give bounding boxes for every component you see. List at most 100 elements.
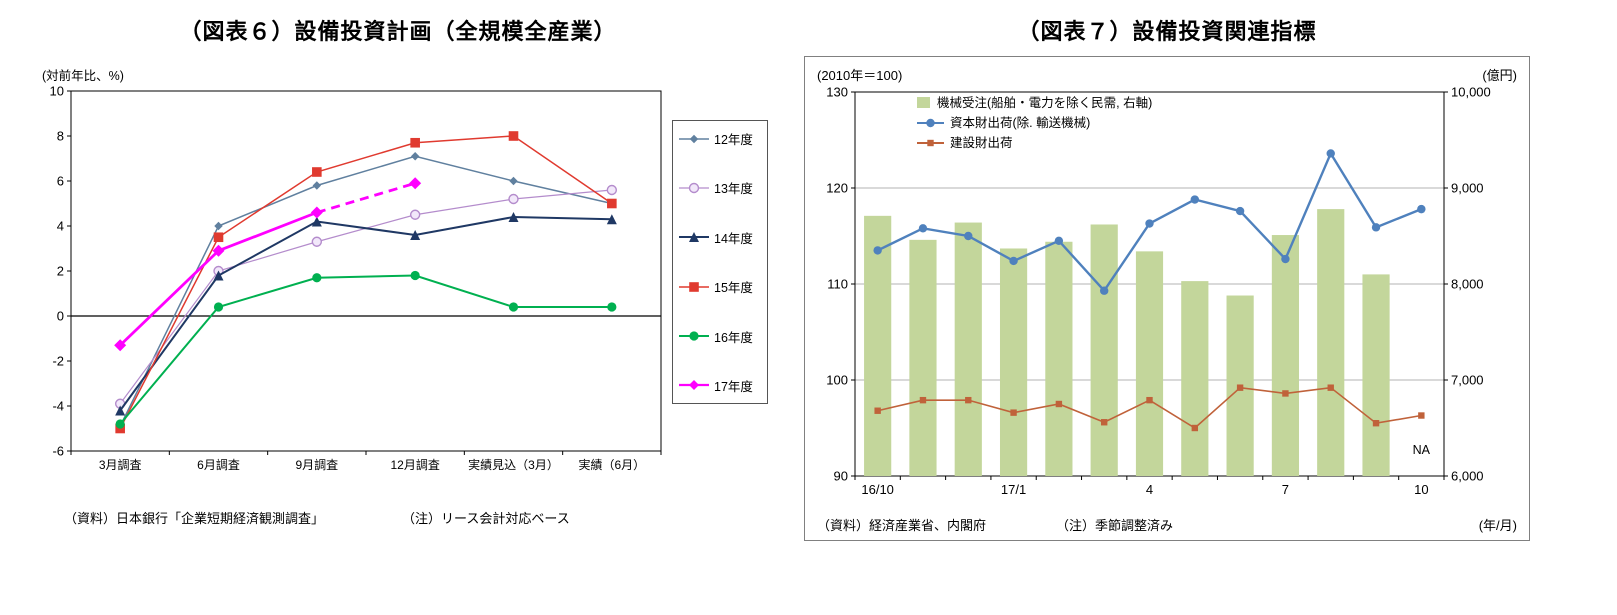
fig7-legend-marker-sample	[927, 139, 934, 147]
fig7-marker	[873, 246, 882, 255]
figure-7-right-axis-caption: (億円)	[1482, 68, 1517, 83]
fig6-y-tick-label: -2	[52, 354, 64, 369]
figure-6-title: （図表６）設備投資計画（全規模全産業）	[179, 19, 617, 44]
fig6-marker	[311, 236, 323, 247]
fig6-marker	[312, 273, 322, 283]
fig6-legend-item: 17年度	[679, 376, 761, 395]
fig7-left-tick-label: 90	[834, 469, 848, 484]
fig6-x-tick-label: 実績見込（3月）	[468, 457, 559, 472]
figure-7-axis-captions: (2010年＝100) (億円)	[815, 65, 1519, 84]
figure-7: （図表７）設備投資関連指標 (2010年＝100) (億円) 90 100 110 1…	[804, 0, 1584, 615]
fig6-marker	[606, 214, 617, 225]
fig7-legend-marker-sample	[926, 118, 935, 128]
fig6-legend-item: 16年度	[679, 327, 761, 346]
fig7-marker	[1010, 409, 1017, 416]
fig6-x-tick-label: 実績（6月）	[578, 457, 645, 472]
fig6-marker	[606, 184, 618, 196]
fig6-legend-label: 15年度	[714, 281, 753, 296]
fig6-marker	[214, 221, 223, 231]
fig7-marker	[1055, 400, 1063, 408]
figure-7-footnote: （資料）経済産業省、内閣府 （注）季節調整済み (年/月)	[815, 515, 1519, 534]
fig6-y-tick-label: 10	[50, 84, 64, 99]
fig7-marker	[1417, 204, 1426, 214]
fig7-marker	[1326, 149, 1335, 158]
fig7-x-tick-label: 10	[1414, 482, 1428, 497]
fig7-bar	[1045, 241, 1073, 476]
fig6-x-tick-label: 9月調査	[295, 458, 338, 472]
fig7-bar	[1317, 209, 1345, 476]
fig6-legend-marker-icon	[679, 182, 709, 194]
fig7-x-tick-label: 17/1	[1001, 482, 1026, 497]
fig6-marker	[115, 419, 125, 429]
fig7-left-tick-label: 120	[826, 181, 848, 196]
fig7-left-tick-label: 100	[826, 373, 848, 388]
fig6-legend-label: 13年度	[714, 182, 753, 197]
fig6-y-tick-label: 2	[57, 264, 64, 279]
fig6-marker	[213, 232, 224, 243]
fig7-right-tick-label: 8,000	[1451, 277, 1484, 292]
fig6-line-dashed	[316, 181, 416, 214]
fig7-marker	[919, 396, 927, 404]
fig6-legend-marker-sample	[689, 331, 699, 341]
fig6-marker	[410, 152, 420, 161]
fig6-legend-label: 17年度	[714, 379, 753, 394]
fig7-right-tick-label: 6,000	[1451, 469, 1484, 484]
fig6-y-tick-label: 6	[57, 174, 64, 189]
fig7-marker	[1372, 420, 1380, 427]
fig7-bar	[1181, 281, 1209, 476]
fig6-marker	[508, 193, 519, 205]
fig7-x-tick-label: 7	[1282, 482, 1289, 497]
figure-7-title: （図表７）設備投資関連指標	[1017, 19, 1317, 44]
fig7-marker	[1190, 195, 1200, 204]
fig6-marker	[607, 302, 617, 312]
fig6-marker	[312, 181, 322, 190]
fig7-marker	[1146, 396, 1153, 404]
fig7-marker	[1418, 412, 1425, 419]
fig6-marker	[508, 302, 519, 312]
fig6-legend-label: 12年度	[714, 133, 753, 147]
fig7-bar	[1135, 251, 1164, 476]
fig7-marker	[1009, 256, 1018, 266]
fig7-marker	[1191, 424, 1199, 432]
fig7-marker	[965, 396, 972, 404]
fig6-marker	[213, 270, 224, 281]
fig6-y-tick-label: -4	[52, 399, 64, 414]
fig6-marker	[508, 212, 519, 222]
fig7-left-tick-label: 110	[827, 277, 848, 292]
figure-7-left-axis-caption: (2010年＝100)	[817, 68, 903, 83]
fig6-y-tick-label: 8	[57, 129, 64, 144]
fig6-legend-label: 16年度	[714, 330, 753, 345]
fig6-y-tick-label: 4	[57, 219, 64, 234]
fig6-series-13年度	[114, 184, 618, 409]
fig7-legend-label: 資本財出荷(除. 輸送機械)	[950, 115, 1090, 130]
figure-6-note: （注）リース会計対応ベース	[402, 511, 570, 526]
fig6-marker	[212, 244, 225, 257]
fig7-marker	[1327, 384, 1334, 391]
fig6-series-17年度	[114, 177, 422, 352]
fig7-bar	[1090, 224, 1118, 476]
fig6-marker	[312, 167, 322, 177]
figure-6-line-chart: (対前年比、%) -6 -4 -2 0 2 4 6 8 10 3月調査 6月調査 9月調査 12月調査 実績…	[42, 68, 662, 472]
figure-7-combo-chart: 90 100 110 120 130 6,000 7,000 8,000 9,000 10,000…	[826, 85, 1490, 498]
fig6-marker	[509, 176, 518, 186]
fig6-legend-marker-icon	[679, 281, 709, 292]
fig6-marker	[410, 270, 420, 281]
fig6-y-tick-label: -6	[52, 444, 64, 459]
fig7-marker	[874, 407, 881, 414]
fig7-na-label: NA	[1413, 443, 1431, 457]
fig6-line	[119, 215, 612, 412]
fig6-x-tick-label: 12月調査	[390, 458, 439, 472]
fig6-legend-marker-sample	[689, 380, 699, 391]
fig6-marker	[311, 216, 322, 227]
fig6-marker	[115, 405, 126, 416]
fig7-marker	[1235, 206, 1245, 216]
fig7-line-series-1	[874, 384, 1425, 432]
fig7-axes: 90 100 110 120 130 6,000 7,000 8,000 9,000 10,000…	[826, 85, 1490, 498]
fig6-legend-marker-icon	[679, 134, 709, 143]
fig6-marker	[213, 302, 224, 312]
fig7-marker	[1100, 419, 1108, 426]
fig6-legend-marker-sample	[689, 281, 699, 292]
fig6-legend-item: 15年度	[679, 277, 761, 296]
fig6-series-14年度	[115, 212, 617, 416]
